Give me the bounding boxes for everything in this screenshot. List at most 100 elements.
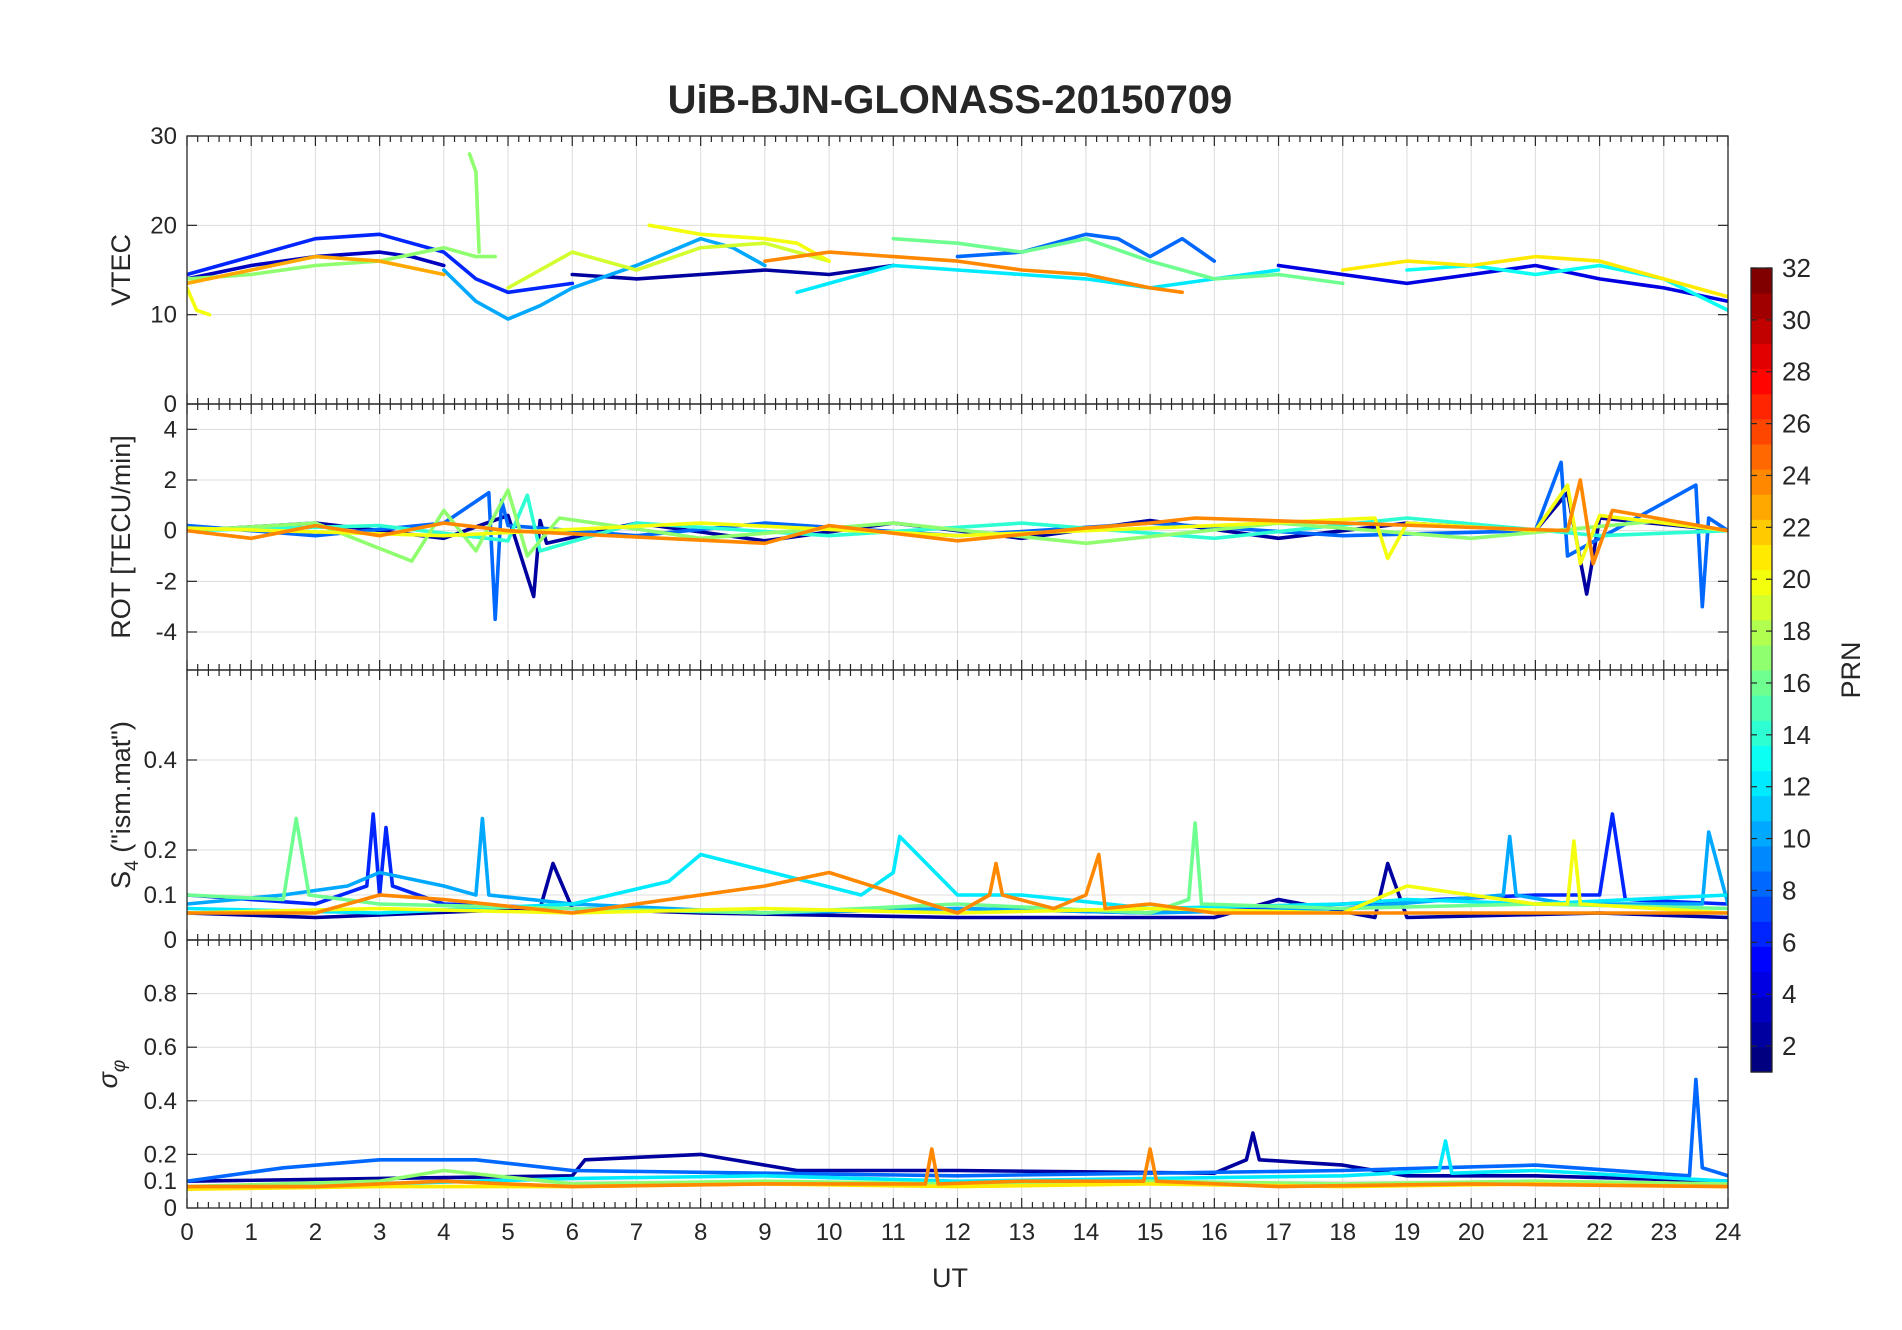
x-tick-label: 11: [881, 1219, 906, 1246]
series-line-prn-20: [647, 223, 831, 263]
y-tick-label: 0: [164, 927, 177, 954]
x-axis: 0 1 2 3 4 5 6 7 8 9 10 11 12 13 14 15 16 17 18 19 20 21 22 23 24: [180, 1219, 1741, 1246]
series-line-prn-20: [187, 483, 1728, 566]
colorbar-bin: [1751, 795, 1772, 822]
series-group: [187, 812, 1728, 920]
y-tick-label: 30: [150, 123, 177, 150]
colorbar-tick-label: 4: [1782, 979, 1796, 1009]
series-group: [187, 152, 1728, 321]
colorbar-bin: [1751, 619, 1772, 646]
series-line-prn-2: [570, 263, 896, 281]
y-axis-label-rest: ("ism.mat"): [106, 721, 136, 860]
y-tick-label: 20: [150, 212, 177, 239]
colorbar-bin: [1751, 544, 1772, 571]
x-tick-label: 15: [1137, 1219, 1164, 1246]
colorbar-bin: [1751, 845, 1772, 872]
y-tick-label: 0.1: [144, 882, 177, 909]
y-tick-label: 0.2: [144, 1141, 177, 1168]
y-axis-label-sub: 4: [122, 860, 143, 871]
colorbar-bin: [1751, 720, 1772, 746]
x-tick-label: 13: [1008, 1219, 1035, 1246]
colorbar-bin: [1751, 594, 1772, 621]
colorbar-bin: [1751, 820, 1772, 847]
x-tick-label: 21: [1522, 1219, 1549, 1246]
colorbar-bin: [1751, 519, 1772, 545]
colorbar-tick-label: 18: [1782, 616, 1811, 646]
colorbar-tick-label: 12: [1782, 772, 1811, 802]
colorbar-bin: [1751, 670, 1772, 696]
colorbar-tick-label: 30: [1782, 305, 1811, 335]
colorbar-tick-label: 10: [1782, 824, 1811, 854]
x-tick-label: 6: [566, 1219, 579, 1246]
colorbar-frame: [1750, 267, 1773, 1073]
colorbar-bin: [1751, 971, 1772, 998]
colorbar-tick-label: 26: [1782, 409, 1811, 439]
colorbar-tick-label: 8: [1782, 875, 1796, 905]
x-tick-label: 12: [944, 1219, 971, 1246]
y-axis-label: VTEC: [106, 234, 136, 306]
colorbar-bin: [1751, 1046, 1772, 1073]
series-group: [187, 460, 1728, 622]
series-line-prn-3: [187, 250, 446, 281]
colorbar-bin: [1751, 946, 1772, 973]
colorbar-tick-label: 28: [1782, 357, 1811, 387]
colorbar-tick-label: 16: [1782, 668, 1811, 698]
series-line-prn-6: [187, 232, 575, 295]
y-tick-label: 0: [164, 518, 177, 545]
colorbar-tick-label: 2: [1782, 1031, 1796, 1061]
colorbar-bin: [1751, 921, 1772, 947]
series-line-prn-17: [467, 152, 481, 254]
colorbar-tick-label: 6: [1782, 927, 1796, 957]
x-tick-label: 7: [630, 1219, 643, 1246]
colorbar-bin: [1751, 418, 1772, 445]
series-line-prn-24: [187, 852, 1728, 915]
colorbar-bin: [1751, 996, 1772, 1023]
series-line-prn-16: [187, 816, 1728, 915]
colorbar-bin: [1751, 770, 1772, 797]
x-tick-label: 23: [1650, 1219, 1677, 1246]
colorbar-bin: [1751, 695, 1772, 721]
series-line-prn-12: [795, 263, 1281, 295]
x-tick-label: 14: [1073, 1219, 1100, 1246]
series-line-prn-24: [763, 250, 1184, 295]
colorbar-bin: [1751, 745, 1772, 772]
series-line-prn-16: [891, 236, 1345, 286]
y-tick-label: 0.1: [144, 1168, 177, 1195]
y-tick-label: 0.8: [144, 981, 177, 1008]
colorbar-tick-label: 14: [1782, 720, 1811, 750]
y-tick-label: 10: [150, 302, 177, 329]
x-tick-label: 20: [1458, 1219, 1485, 1246]
colorbar-bin: [1751, 1021, 1772, 1048]
y-tick-label: -4: [156, 619, 177, 646]
series-line-prn-23: [187, 254, 446, 286]
x-tick-label: 9: [758, 1219, 771, 1246]
colorbar-bin: [1751, 569, 1772, 596]
x-tick-label: 3: [373, 1219, 386, 1246]
panel-s4: 00.10.20.4S4 ("ism.mat"): [106, 669, 1729, 954]
y-tick-label: 2: [164, 467, 177, 494]
y-tick-label: 0.4: [144, 1088, 177, 1115]
x-tick-label: 24: [1715, 1219, 1742, 1246]
y-axis-label-sigma: σ: [93, 1070, 123, 1088]
colorbar-bin: [1751, 469, 1772, 495]
series-line-prn-8: [187, 1077, 1728, 1183]
panel-frame: [186, 939, 1729, 1209]
chart-title: UiB-BJN-GLONASS-20150709: [668, 78, 1233, 122]
x-tick-label: 8: [694, 1219, 707, 1246]
colorbar-bin: [1751, 896, 1772, 922]
x-tick-label: 1: [245, 1219, 258, 1246]
x-tick-label: 2: [309, 1219, 322, 1246]
y-tick-label: 0: [164, 391, 177, 418]
colorbar-bin: [1751, 443, 1772, 470]
colorbar-bin: [1751, 871, 1772, 897]
x-tick-label: 18: [1329, 1219, 1356, 1246]
y-tick-label: 0.4: [144, 747, 177, 774]
colorbar-tick-label: 24: [1782, 460, 1811, 490]
x-tick-label: 4: [437, 1219, 450, 1246]
colorbar-tick-label: 20: [1782, 564, 1811, 594]
series-line-prn-17: [187, 488, 1728, 563]
